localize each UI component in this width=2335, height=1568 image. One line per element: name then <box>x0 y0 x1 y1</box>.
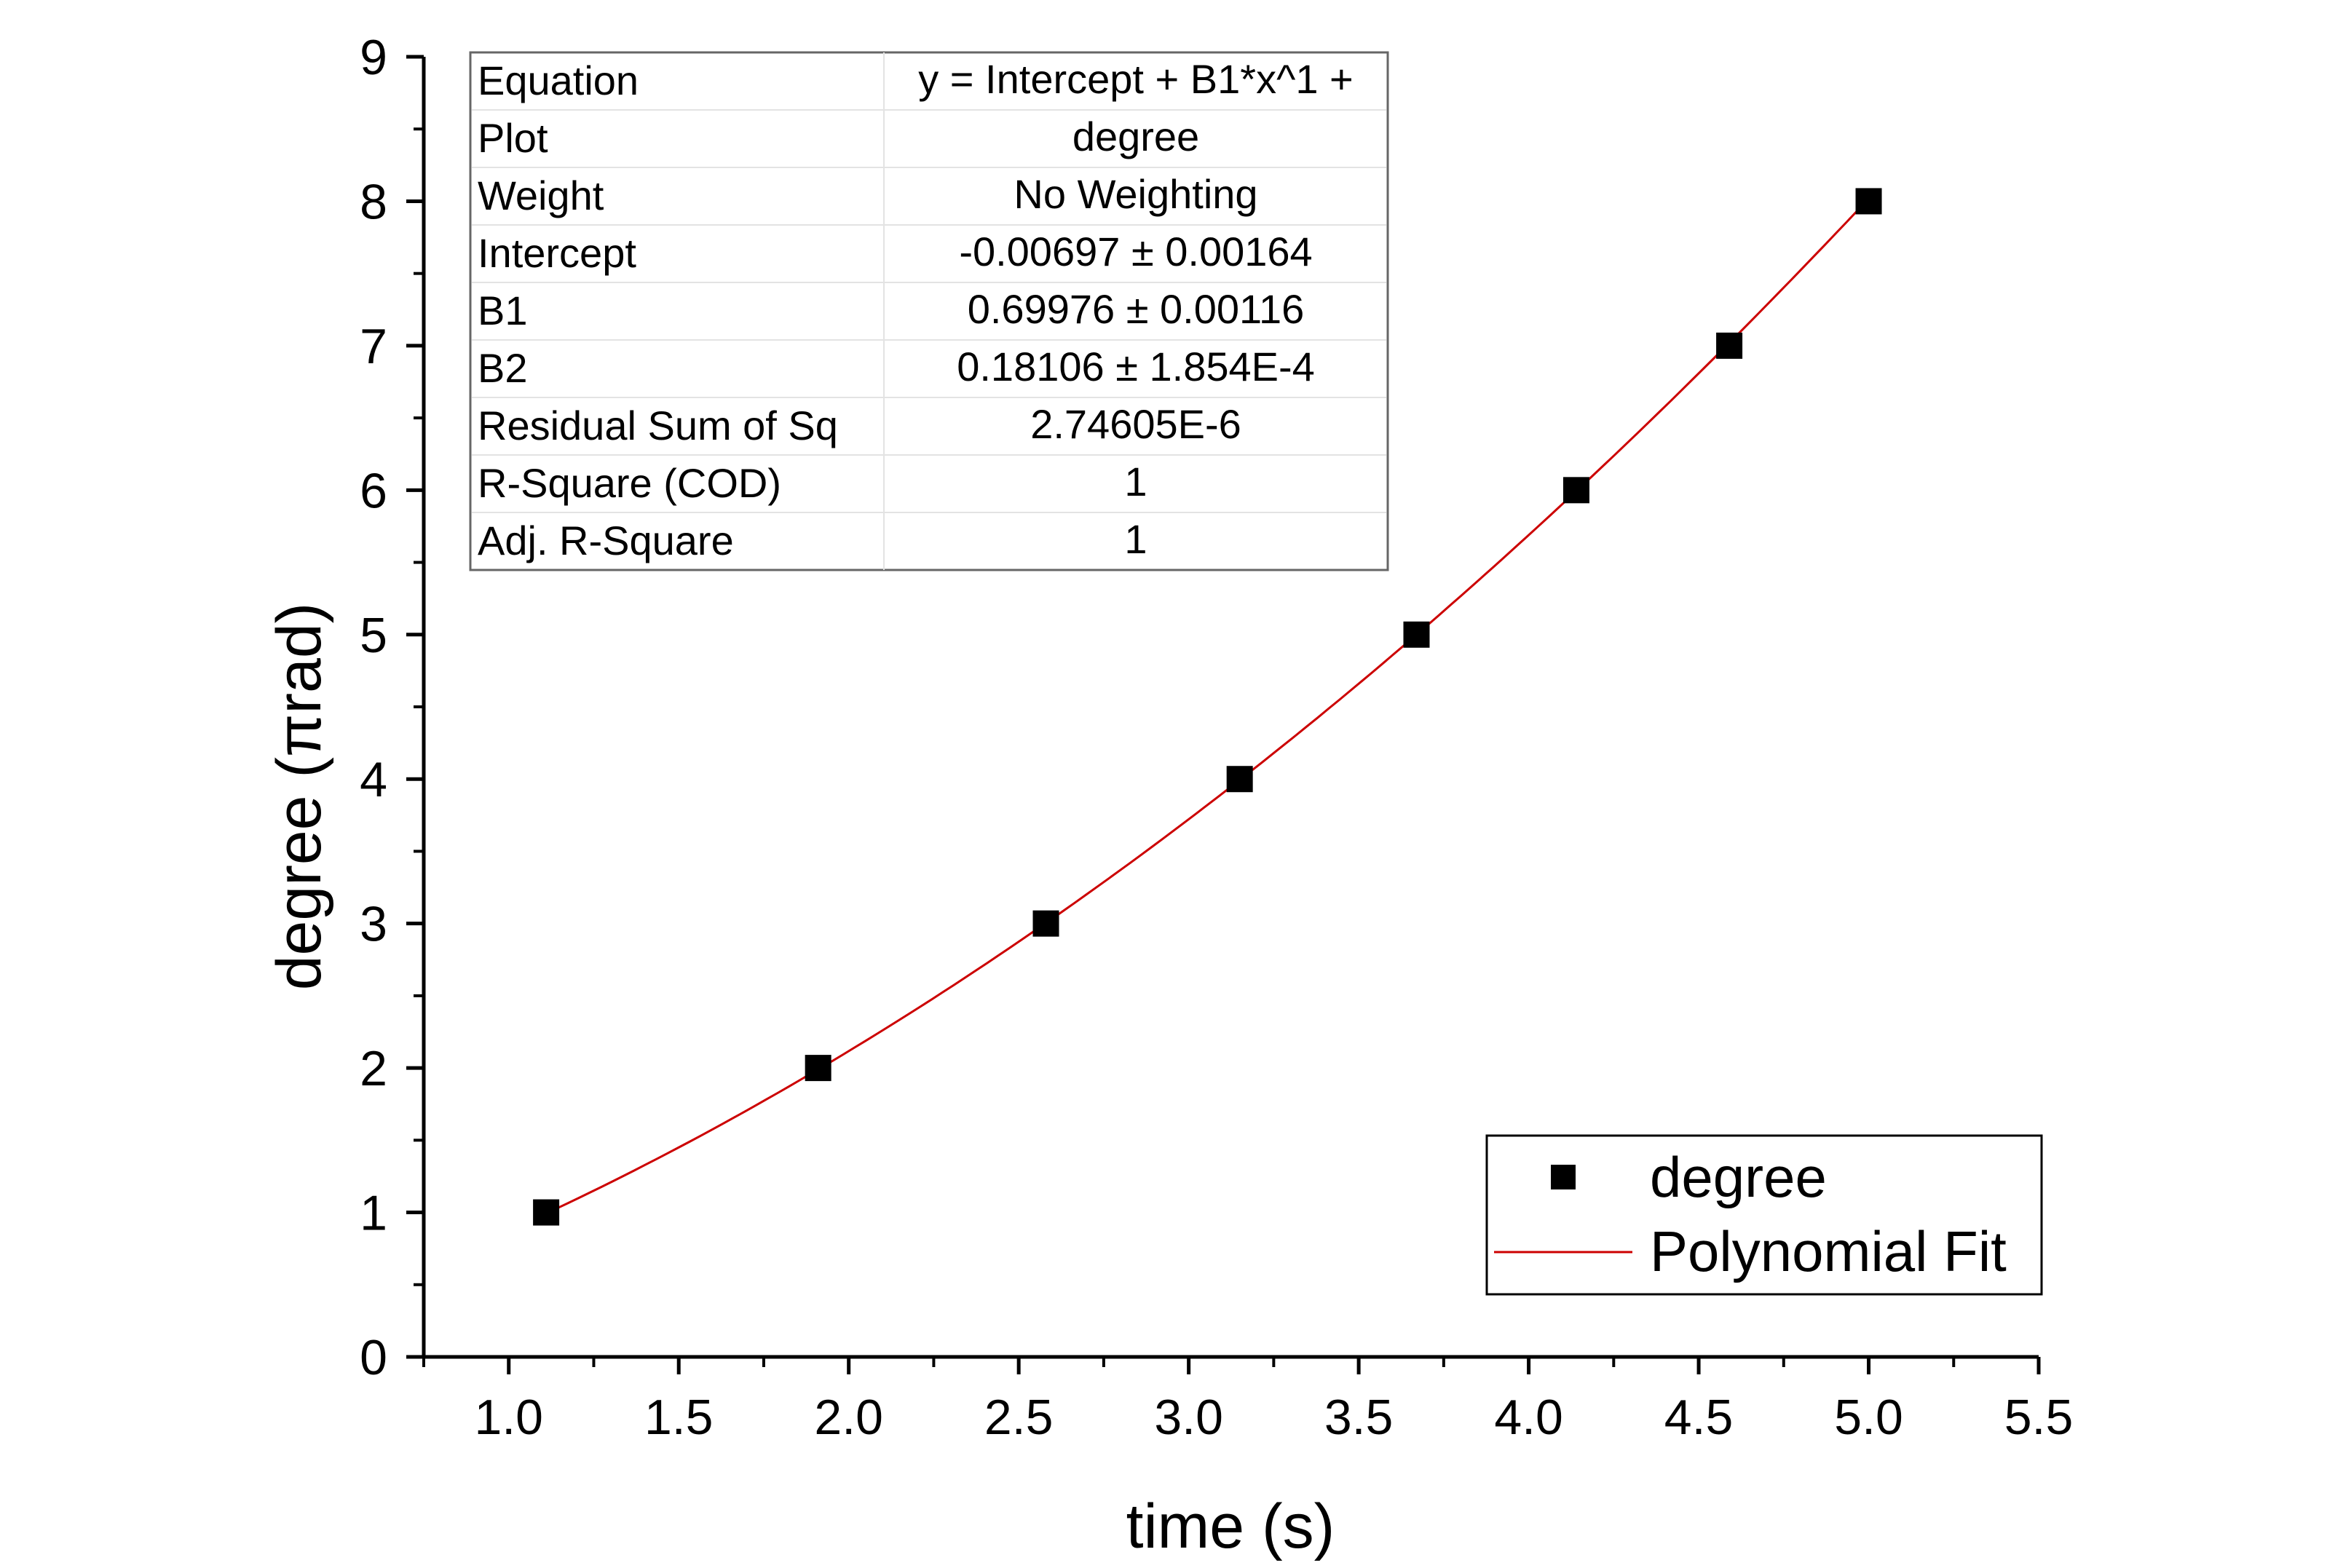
stats-label: R-Square (COD) <box>478 460 781 506</box>
x-tick-label-2.0: 2.0 <box>814 1390 883 1445</box>
x-tick-label-3.5: 3.5 <box>1324 1390 1394 1445</box>
y-tick-label-4: 4 <box>360 752 387 807</box>
stats-table: Equation y = Intercept + B1*x^1 + Plot degr… <box>469 51 1389 571</box>
stats-value: -0.00697 ± 0.00164 <box>959 229 1312 274</box>
y-axis-title: degree (πrad) <box>264 603 334 991</box>
y-tick-label-2: 2 <box>360 1041 387 1096</box>
x-tick-label-4.0: 4.0 <box>1494 1390 1563 1445</box>
stats-label: Residual Sum of Sq <box>478 403 838 448</box>
stats-label: B1 <box>478 288 528 333</box>
stats-value: 1 <box>1124 516 1147 562</box>
legend-marker-degree <box>1551 1165 1576 1189</box>
x-tick-label-3.0: 3.0 <box>1154 1390 1223 1445</box>
fit-layer <box>545 197 1870 1215</box>
stats-label: Intercept <box>478 230 636 276</box>
stats-label: B2 <box>478 345 528 391</box>
stats-value: 1 <box>1124 459 1147 504</box>
data-point <box>1562 477 1589 504</box>
x-tick-label-5.0: 5.0 <box>1834 1390 1903 1445</box>
legend: degree Polynomial Fit <box>1485 1134 2043 1296</box>
axes-layer: 1.0 1.5 2.0 2.5 3.0 3.5 4.0 4.5 5.0 5.5 0 1 2 3 4 5 6 7 8 9 <box>360 30 2073 1445</box>
y-tick-label-9: 9 <box>360 30 387 85</box>
x-axis-title: time (s) <box>1126 1492 1335 1561</box>
data-point <box>805 1055 831 1082</box>
y-tick-label-3: 3 <box>360 897 387 952</box>
x-tick-label-4.5: 4.5 <box>1664 1390 1734 1445</box>
stats-value: 2.74605E-6 <box>1030 401 1241 447</box>
y-tick-label-1: 1 <box>360 1186 387 1241</box>
data-point <box>533 1199 560 1226</box>
data-point <box>1716 332 1743 359</box>
legend-label-degree: degree <box>1650 1145 1827 1209</box>
stats-table-border <box>469 51 1389 571</box>
data-point <box>1403 621 1430 648</box>
legend-box <box>1485 1134 2043 1296</box>
data-point <box>1855 188 1882 215</box>
stats-value: No Weighting <box>1014 171 1257 217</box>
x-tick-label-2.5: 2.5 <box>984 1390 1054 1445</box>
y-tick-label-8: 8 <box>360 174 387 229</box>
stats-label: Equation <box>478 58 639 103</box>
data-point <box>1226 766 1253 793</box>
stats-value: degree <box>1072 114 1199 159</box>
data-point <box>1032 910 1059 937</box>
x-tick-label-5.5: 5.5 <box>2004 1390 2074 1445</box>
stats-label: Adj. R-Square <box>478 518 734 563</box>
stats-value: 0.69976 ± 0.00116 <box>968 286 1305 332</box>
stats-value: 0.18106 ± 1.854E-4 <box>957 344 1315 389</box>
points-layer <box>533 188 1882 1226</box>
x-tick-label-1.5: 1.5 <box>644 1390 714 1445</box>
stats-label: Weight <box>478 173 604 218</box>
y-tick-label-7: 7 <box>360 319 387 374</box>
y-tick-label-5: 5 <box>360 608 387 663</box>
polynomial-fit-line <box>545 197 1870 1215</box>
stats-value: y = Intercept + B1*x^1 + <box>918 56 1354 102</box>
y-tick-label-6: 6 <box>360 463 387 518</box>
stats-label: Plot <box>478 115 548 161</box>
y-tick-label-0: 0 <box>360 1330 387 1385</box>
x-tick-label-1.0: 1.0 <box>474 1390 543 1445</box>
legend-label-polynomial-fit: Polynomial Fit <box>1650 1219 2007 1283</box>
